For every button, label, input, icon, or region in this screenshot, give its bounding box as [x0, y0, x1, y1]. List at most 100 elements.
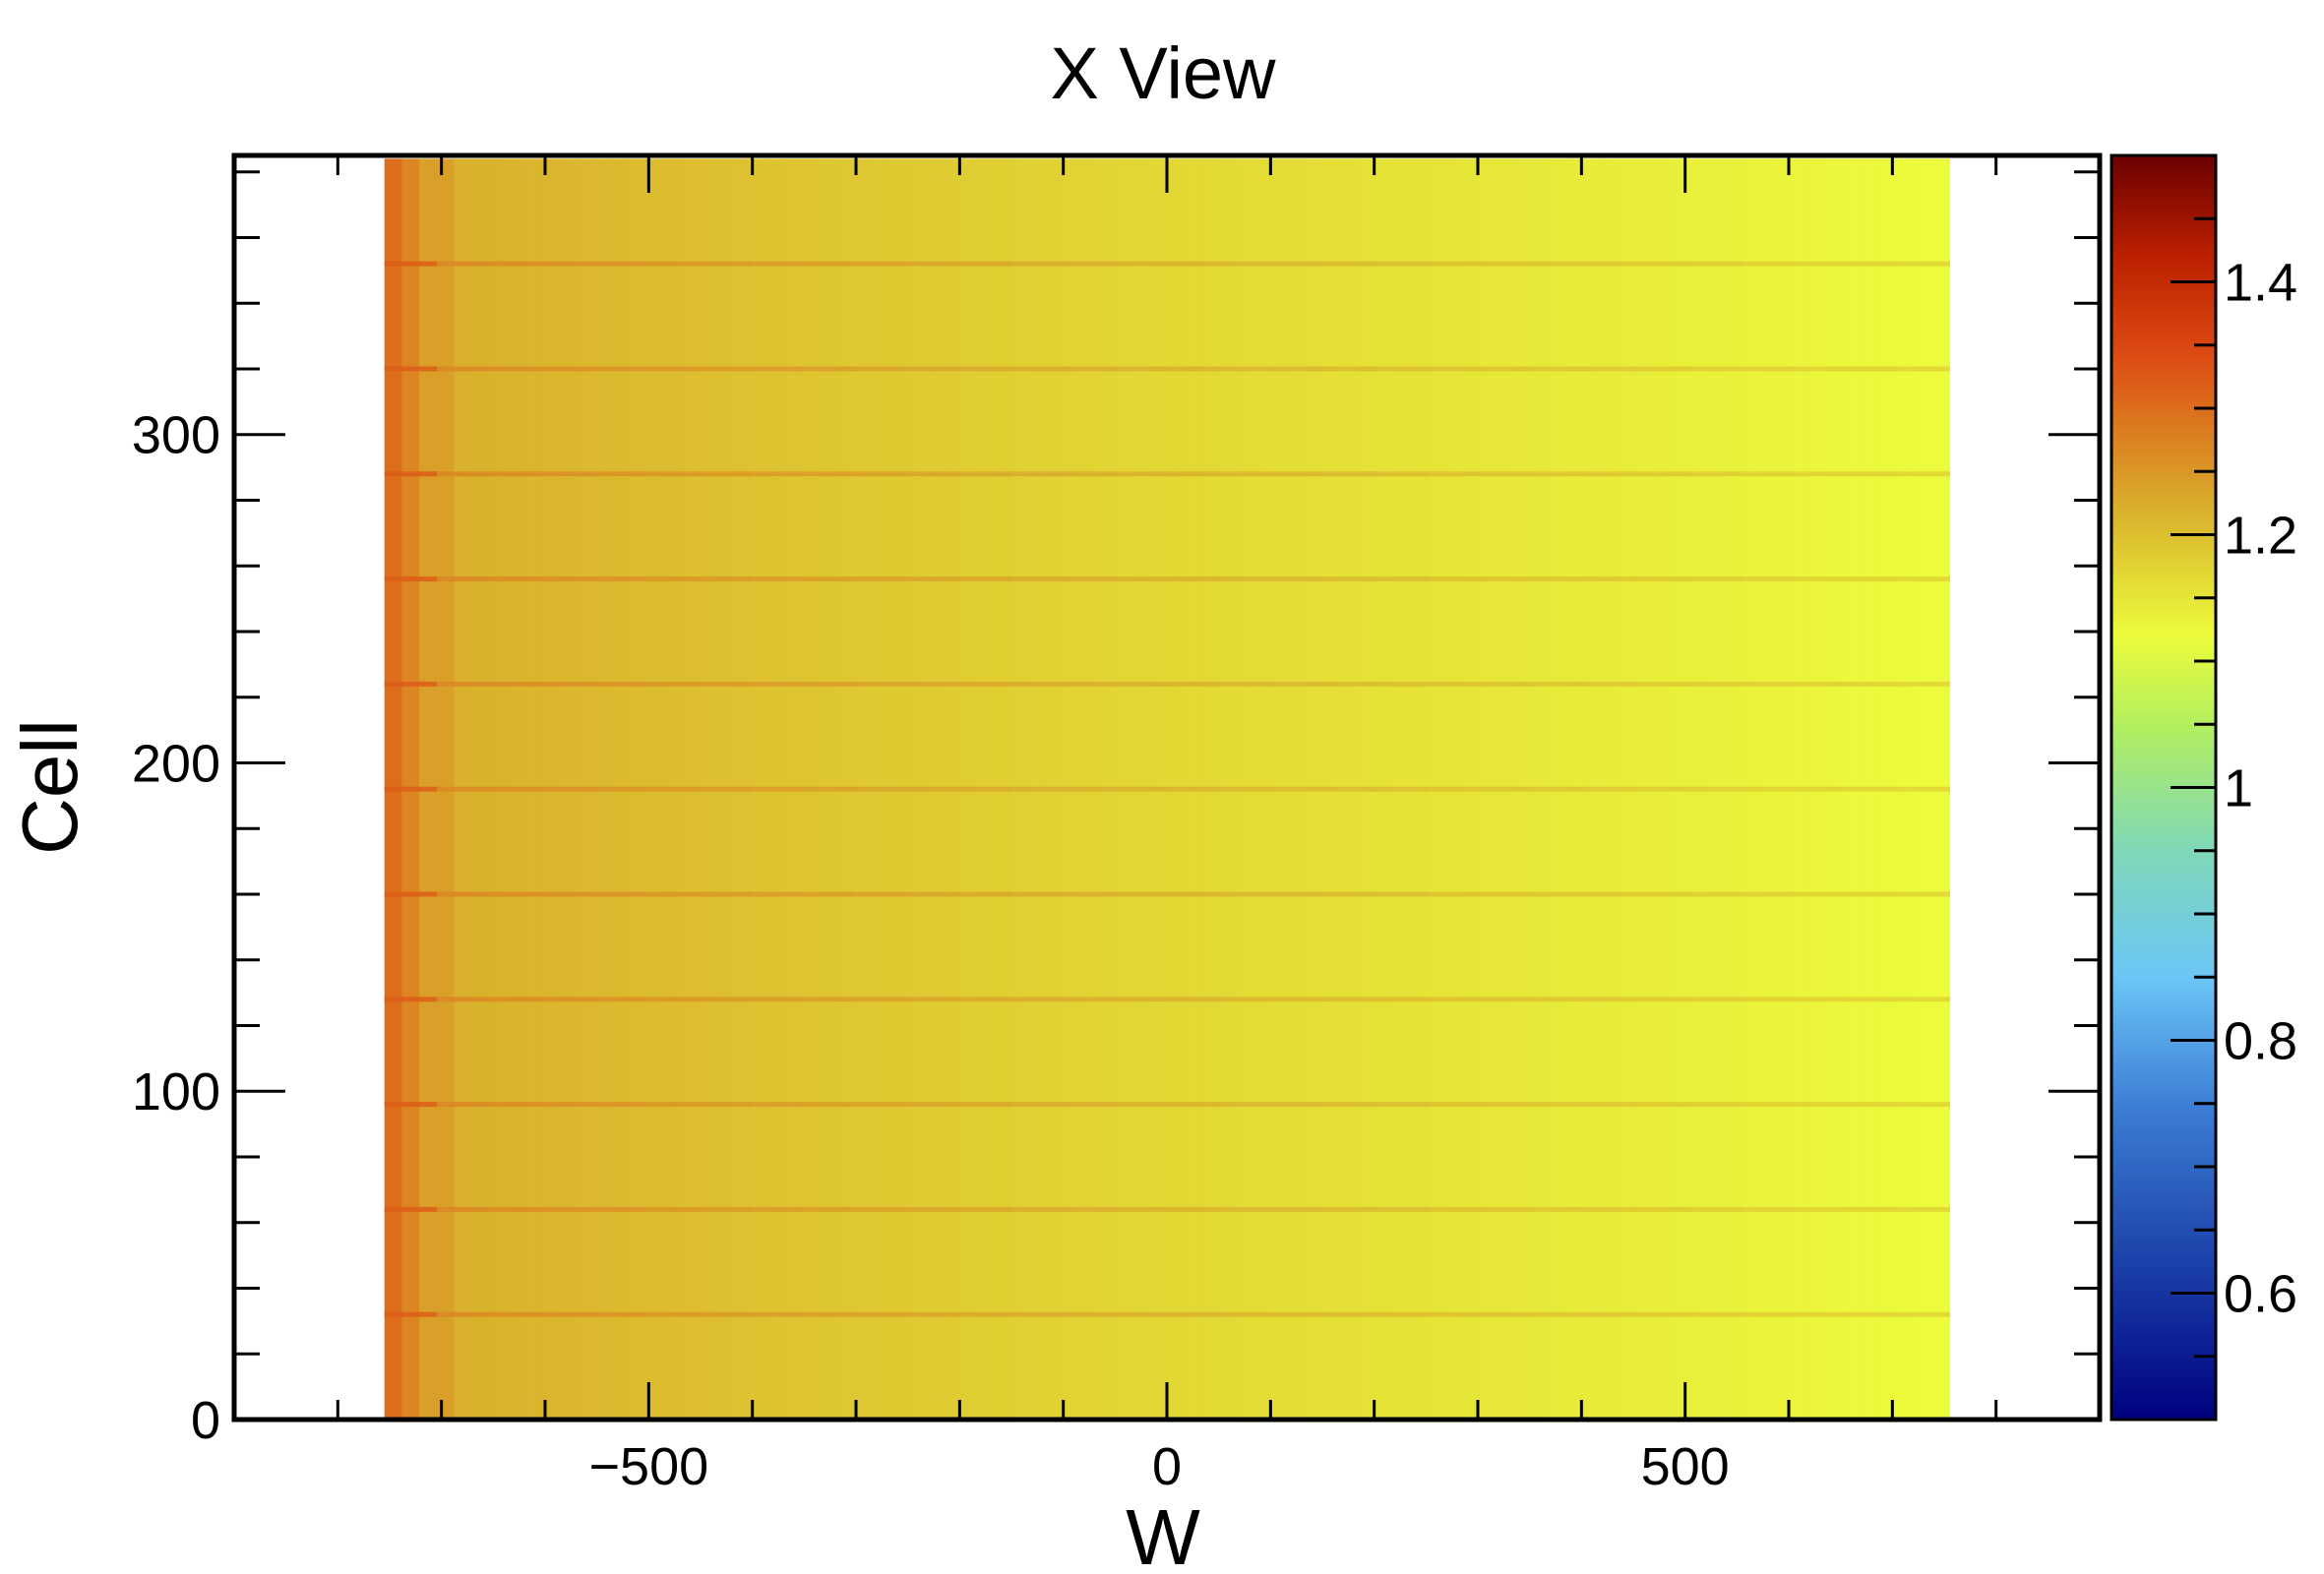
colorbar-tick-label: 0.6	[2224, 1265, 2297, 1324]
heatmap-boundary-row	[1480, 1102, 1533, 1108]
heatmap-boundary-row	[436, 1206, 490, 1212]
heatmap-boundary-row	[1688, 997, 1742, 1002]
heatmap-boundary-row	[1114, 261, 1168, 267]
heatmap-boundary-row	[1376, 1206, 1429, 1212]
heatmap-boundary-row	[1167, 1102, 1220, 1108]
heatmap-boundary-row	[1428, 576, 1481, 582]
heatmap-boundary-row	[1845, 1102, 1899, 1108]
heatmap-boundary-row	[1167, 261, 1220, 267]
heatmap-boundary-row	[1219, 681, 1272, 687]
heatmap-boundary-row	[540, 681, 594, 687]
heatmap-boundary-row	[1167, 366, 1220, 372]
heatmap-boundary-row	[905, 261, 959, 267]
heatmap-boundary-row	[384, 891, 438, 897]
heatmap-boundary-row	[1688, 1206, 1742, 1212]
heatmap-boundary-row	[488, 576, 542, 582]
heatmap-boundary-row	[384, 786, 438, 792]
heatmap-boundary-row	[853, 1102, 907, 1108]
heatmap-boundary-row	[1062, 366, 1116, 372]
heatmap-boundary-row	[592, 997, 646, 1002]
y-tick-label: 300	[132, 406, 220, 465]
heatmap-boundary-row	[1114, 1206, 1168, 1212]
heatmap-boundary-row	[1271, 576, 1324, 582]
heatmap-boundary-row	[1323, 1311, 1376, 1317]
heatmap-boundary-row	[1636, 681, 1689, 687]
heatmap-boundary-row	[1376, 1311, 1429, 1317]
heatmap-boundary-row	[801, 576, 855, 582]
heatmap-boundary-row	[540, 471, 594, 477]
heatmap-boundary-row	[1741, 681, 1795, 687]
heatmap-boundary-row	[1114, 366, 1168, 372]
heatmap-boundary-row	[1532, 261, 1585, 267]
heatmap-boundary-row	[1219, 1102, 1272, 1108]
heatmap-boundary-row	[905, 471, 959, 477]
heatmap-boundary-row	[488, 681, 542, 687]
heatmap-boundary-row	[749, 261, 803, 267]
heatmap-boundary-row	[1480, 681, 1533, 687]
heatmap-boundary-row	[1897, 891, 1951, 897]
heatmap-boundary-row	[644, 1102, 699, 1108]
heatmap-boundary-row	[1532, 576, 1585, 582]
heatmap-boundary-row	[1741, 786, 1795, 792]
heatmap-boundary-row	[1793, 997, 1847, 1002]
heatmap-boundary-row	[1688, 471, 1742, 477]
heatmap-boundary-row	[1532, 366, 1585, 372]
heatmap-boundary-row	[749, 1206, 803, 1212]
heatmap-boundary-row	[384, 366, 438, 372]
heatmap-boundary-row	[1323, 576, 1376, 582]
heatmap-boundary-row	[1480, 891, 1533, 897]
heatmap-boundary-row	[1532, 471, 1585, 477]
heatmap-boundary-row	[1376, 786, 1429, 792]
heatmap-boundary-row	[384, 997, 438, 1002]
heatmap-boundary-row	[1167, 1206, 1220, 1212]
heatmap-boundary-row	[1741, 576, 1795, 582]
heatmap-boundary-row	[1897, 576, 1951, 582]
heatmap-boundary-row	[1062, 261, 1116, 267]
heatmap-boundary-row	[957, 681, 1011, 687]
heatmap-boundary-row	[1167, 471, 1220, 477]
heatmap-boundary-row	[697, 997, 751, 1002]
heatmap-boundary-row	[697, 576, 751, 582]
heatmap-boundary-row	[1741, 1206, 1795, 1212]
heatmap-boundary-row	[1114, 471, 1168, 477]
heatmap-boundary-row	[1376, 1102, 1429, 1108]
colorbar-tick-label: 1.4	[2224, 254, 2297, 313]
heatmap-boundary-row	[1009, 1102, 1064, 1108]
heatmap-boundary-row	[1062, 576, 1116, 582]
heatmap-boundary-row	[697, 471, 751, 477]
heatmap-boundary-row	[905, 366, 959, 372]
chart-title: X View	[1051, 32, 1277, 114]
heatmap-boundary-row	[905, 997, 959, 1002]
heatmap-boundary-row	[540, 1206, 594, 1212]
heatmap-boundary-row	[1584, 786, 1637, 792]
heatmap-boundary-row	[1636, 1206, 1689, 1212]
heatmap-boundary-row	[1062, 1102, 1116, 1108]
heatmap-boundary-row	[1636, 261, 1689, 267]
heatmap-boundary-row	[1688, 1311, 1742, 1317]
heatmap-boundary-row	[1480, 1206, 1533, 1212]
heatmap-boundary-row	[1323, 681, 1376, 687]
heatmap-boundary-row	[436, 1311, 490, 1317]
heatmap-boundary-row	[1167, 997, 1220, 1002]
heatmap-boundary-row	[1845, 261, 1899, 267]
heatmap-boundary-row	[1688, 1102, 1742, 1108]
heatmap-boundary-row	[1845, 576, 1899, 582]
heatmap-boundary-row	[1271, 1311, 1324, 1317]
heatmap-boundary-row	[697, 261, 751, 267]
heatmap-boundary-row	[1584, 366, 1637, 372]
heatmap-boundary-row	[801, 1311, 855, 1317]
heatmap-boundary-row	[488, 471, 542, 477]
heatmap-boundary-row	[1428, 681, 1481, 687]
heatmap-boundary-row	[1114, 576, 1168, 582]
y-tick-label: 100	[132, 1062, 220, 1121]
heatmap-boundary-row	[1741, 366, 1795, 372]
heatmap-boundary-row	[1636, 366, 1689, 372]
heatmap-boundary-row	[905, 891, 959, 897]
heatmap-boundary-row	[1532, 891, 1585, 897]
heatmap-boundary-row	[1845, 366, 1899, 372]
heatmap-boundary-row	[905, 1206, 959, 1212]
heatmap-boundary-row	[1532, 997, 1585, 1002]
heatmap-boundary-row	[749, 366, 803, 372]
heatmap-boundary-row	[436, 261, 490, 267]
heatmap-boundary-row	[1271, 366, 1324, 372]
